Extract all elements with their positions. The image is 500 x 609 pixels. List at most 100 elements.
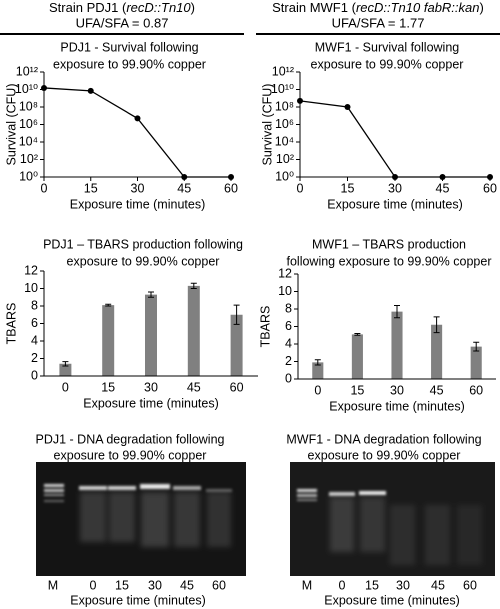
x-tick-label: 30 — [390, 383, 404, 397]
bar — [145, 294, 157, 376]
error-bar — [233, 304, 240, 325]
x-tick-label: 15 — [84, 181, 98, 195]
error-bar — [62, 361, 69, 367]
bar — [102, 305, 115, 376]
y-tick-label: 10⁸ — [275, 99, 294, 113]
strain-part: Strain PDJ1 ( — [49, 0, 127, 15]
y-tick-label: 4 — [285, 336, 292, 350]
lane-label: 45 — [431, 578, 445, 592]
y-tick-label: 0 — [31, 368, 38, 382]
y-tick-label: 10¹⁰ — [15, 82, 38, 96]
y-tick-label: 8 — [285, 301, 292, 315]
error-bar — [354, 333, 361, 336]
x-tick-label: 60 — [230, 380, 244, 394]
x-tick-label: 0 — [41, 181, 48, 195]
y-tick-label: 8 — [31, 298, 38, 312]
data-point — [41, 84, 47, 91]
y-tick-label: 10¹² — [272, 64, 294, 78]
lane-label: 30 — [396, 578, 410, 592]
strain-label: Strain MWF1 (recD::Tn10 fabR::kan) — [272, 0, 484, 15]
data-point — [181, 174, 188, 180]
x-axis-label: Exposure time (minutes) — [329, 399, 464, 413]
error-bar — [105, 303, 112, 307]
bar — [230, 314, 243, 376]
y-tick-label: 6 — [31, 316, 38, 330]
y-tick-label: 10 — [24, 281, 38, 295]
x-tick-label: 60 — [224, 181, 238, 195]
bar — [351, 334, 363, 379]
x-tick-label: 30 — [388, 181, 402, 195]
y-tick-label: 10⁴ — [19, 134, 38, 148]
bar — [431, 324, 443, 379]
gel-title: PDJ1 - DNA degradation following — [36, 432, 225, 446]
y-axis-label: Survival (CFU) — [4, 84, 18, 166]
strain-label: Strain PDJ1 (recD::Tn10) — [49, 0, 195, 15]
data-point — [228, 174, 234, 180]
y-tick-label: 10 — [278, 284, 292, 298]
chart-title: PDJ1 – TBARS production following — [43, 237, 243, 251]
x-axis-label: Exposure time (minutes) — [70, 197, 205, 211]
lane-label: 0 — [90, 578, 97, 592]
x-tick-label: 45 — [430, 383, 444, 397]
lane-label: 60 — [212, 578, 226, 592]
data-point — [87, 87, 94, 94]
ratio-label: UFA/SFA = 0.87 — [76, 15, 169, 30]
lane-label: 0 — [339, 578, 346, 592]
data-point — [297, 97, 303, 104]
y-tick-label: 12 — [278, 266, 292, 280]
x-axis-label: Exposure time (minutes) — [327, 197, 462, 211]
chart-title: following exposure to 99.90% copper — [287, 254, 492, 268]
x-tick-label: 30 — [144, 380, 158, 394]
data-point — [439, 174, 446, 180]
x-tick-label: 15 — [101, 380, 115, 394]
gel-x-label: Exposure time (minutes) — [70, 593, 205, 607]
bar — [391, 311, 403, 379]
y-tick-label: 10² — [276, 152, 294, 166]
strain-part: recD::Tn10 fabR::kan — [356, 0, 480, 15]
y-tick-label: 2 — [31, 351, 38, 365]
gel-image — [290, 462, 495, 576]
y-tick-label: 0 — [285, 371, 292, 385]
lane-label: 15 — [365, 578, 379, 592]
chart-title: PDJ1 - Survival following — [60, 40, 198, 54]
error-bar — [394, 305, 400, 319]
y-tick-label: 10¹⁰ — [271, 82, 294, 96]
gel-title: exposure to 99.90% copper — [308, 448, 461, 462]
y-tick-label: 10⁸ — [19, 99, 38, 113]
y-axis-label: Survival (CFU) — [260, 84, 274, 166]
y-tick-label: 10⁰ — [19, 169, 38, 183]
gel-image — [36, 462, 246, 576]
bar — [59, 363, 72, 376]
x-tick-label: 15 — [341, 181, 355, 195]
data-point — [134, 115, 141, 122]
error-bar — [433, 316, 440, 334]
y-tick-label: 10⁶ — [19, 117, 38, 131]
data-point — [344, 104, 351, 110]
chart-title: exposure to 99.90% copper — [67, 254, 220, 268]
strain-part: ) — [191, 0, 195, 15]
data-line — [43, 87, 231, 178]
gel-title: MWF1 - DNA degradation following — [286, 432, 481, 446]
lane-label: 60 — [463, 578, 477, 592]
y-tick-label: 6 — [285, 319, 292, 333]
bar — [312, 362, 324, 379]
x-axis-label: Exposure time (minutes) — [83, 396, 218, 410]
error-bar — [148, 291, 154, 298]
y-tick-label: 10⁴ — [275, 134, 294, 148]
x-tick-label: 45 — [187, 380, 201, 394]
y-axis-label: TBARS — [258, 306, 272, 348]
error-bar — [473, 341, 480, 352]
y-tick-label: 10⁰ — [275, 169, 294, 183]
x-tick-label: 45 — [177, 181, 191, 195]
data-point — [487, 174, 493, 180]
y-tick-label: 12 — [24, 263, 38, 277]
chart-title: exposure to 99.90% copper — [53, 57, 206, 71]
data-line — [299, 100, 490, 178]
lane-label: 45 — [180, 578, 194, 592]
lane-label: M — [48, 578, 58, 592]
error-bar — [190, 282, 197, 289]
y-tick-label: 2 — [285, 354, 292, 368]
x-tick-label: 0 — [297, 181, 304, 195]
lane-label: 30 — [148, 578, 162, 592]
